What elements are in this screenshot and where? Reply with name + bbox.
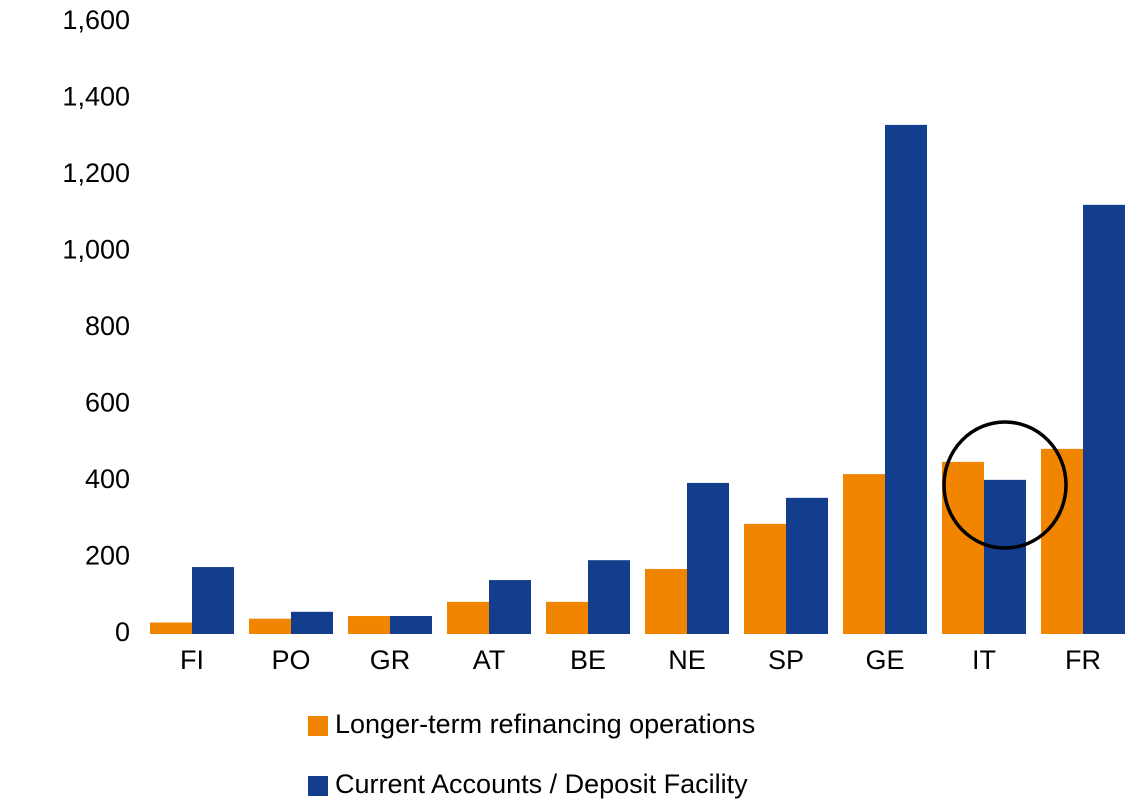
bar: [942, 461, 984, 634]
bar: [1083, 204, 1125, 634]
x-tick-label: SP: [768, 645, 804, 675]
bar: [885, 124, 927, 634]
bar: [192, 567, 234, 634]
bar: [390, 616, 432, 634]
legend-label: Current Accounts / Deposit Facility: [335, 769, 748, 799]
legend-swatch: [308, 716, 328, 736]
bar: [588, 560, 630, 634]
y-tick-label: 1,600: [62, 5, 130, 35]
bar: [150, 622, 192, 634]
bar: [687, 482, 729, 634]
bar: [546, 601, 588, 634]
bar: [1041, 448, 1083, 634]
highlight-ellipse: [942, 420, 1068, 550]
bar: [249, 618, 291, 634]
x-tick-label: AT: [473, 645, 506, 675]
x-tick-label: GR: [370, 645, 411, 675]
legend-label: Longer-term refinancing operations: [335, 709, 755, 739]
y-tick-label: 1,200: [62, 158, 130, 188]
y-tick-label: 800: [85, 311, 130, 341]
y-tick-label: 1,000: [62, 235, 130, 265]
x-tick-label: FI: [180, 645, 204, 675]
y-tick-label: 0: [115, 617, 130, 647]
bar: [786, 497, 828, 634]
x-tick-label: GE: [865, 645, 904, 675]
x-tick-label: BE: [570, 645, 606, 675]
bar: [645, 568, 687, 634]
x-tick-label: IT: [972, 645, 996, 675]
bar: [348, 616, 390, 634]
x-tick-label: PO: [271, 645, 310, 675]
y-tick-label: 200: [85, 541, 130, 571]
x-tick-label: NE: [668, 645, 706, 675]
bar: [843, 474, 885, 634]
y-tick-label: 1,400: [62, 82, 130, 112]
y-tick-label: 400: [85, 464, 130, 494]
bar: [744, 523, 786, 634]
bar: [447, 601, 489, 634]
y-tick-label: 600: [85, 388, 130, 418]
x-tick-label: FR: [1065, 645, 1101, 675]
bar: [291, 611, 333, 634]
bar: [984, 479, 1026, 634]
bar: [489, 580, 531, 634]
legend-swatch: [308, 776, 328, 796]
